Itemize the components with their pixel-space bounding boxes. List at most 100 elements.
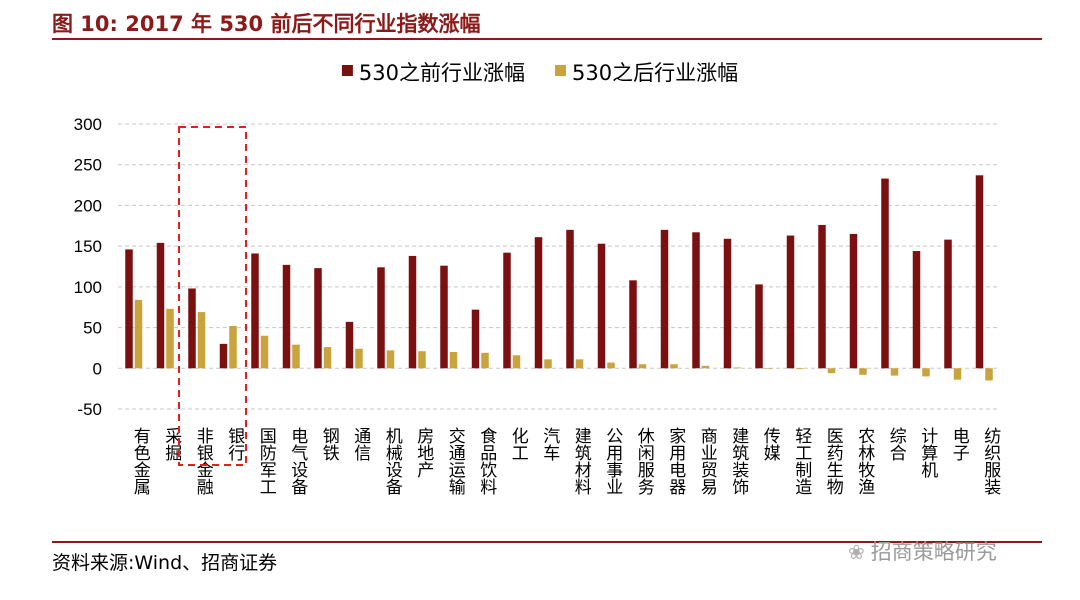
footer-divider (52, 541, 1042, 543)
y-tick-label: 300 (74, 115, 102, 134)
x-category-label: 化工 (508, 427, 529, 461)
bar-before (566, 229, 574, 369)
bar-after (953, 368, 962, 380)
x-category-label: 农林牧渔 (854, 427, 875, 495)
gridlines (118, 123, 1000, 410)
y-tick-label: 150 (74, 237, 102, 256)
bar-before (251, 253, 259, 369)
bar-before (219, 343, 228, 369)
bar-after (481, 352, 489, 369)
bar-after (166, 308, 174, 369)
bar-before (188, 288, 196, 369)
bar-after (922, 368, 930, 377)
bar-after (197, 312, 206, 369)
legend-label: 530之后行业涨幅 (572, 61, 738, 85)
bar-after (985, 368, 993, 381)
bar-before (975, 175, 984, 369)
bar-before (471, 309, 480, 369)
bar-before (881, 178, 889, 369)
bar-after (449, 352, 458, 369)
bar-after (670, 364, 678, 369)
bar-before (660, 229, 669, 369)
x-category-label: 汽车 (539, 427, 560, 461)
bar-before (156, 242, 165, 369)
y-tick-label: 0 (93, 359, 102, 378)
bar-before (692, 232, 700, 369)
x-category-label: 电子 (949, 427, 970, 461)
source-note: 资料来源:Wind、招商证券 (52, 552, 278, 574)
bar-after (260, 335, 269, 369)
bar-chart: 530之前行业涨幅 530之后行业涨幅 -50 0 50 100 150 200 250 300… (74, 61, 1001, 496)
y-tick-label: 200 (74, 196, 102, 215)
x-category-label: 医药生物 (823, 427, 844, 495)
x-category-label: 非银金融 (193, 427, 214, 496)
figure-title: 图 10: 2017 年 530 前后不同行业指数涨幅 (52, 12, 481, 36)
bar-before (723, 238, 732, 369)
x-category-label: 国防军工 (256, 427, 277, 495)
watermark-text: 招商策略研究 (870, 540, 997, 564)
watermark: ❀ 招商策略研究 (848, 536, 997, 566)
bar-after (638, 364, 647, 369)
y-tick-label: 50 (83, 319, 102, 338)
x-category-label: 电气设备 (287, 427, 308, 495)
legend-swatch (341, 65, 353, 76)
bar-before (125, 249, 133, 369)
bar-before (282, 264, 291, 369)
bar-after (796, 368, 804, 370)
bar-before (440, 265, 448, 369)
legend-swatch (555, 65, 566, 76)
y-tick-label: 250 (74, 156, 102, 175)
bar-after (764, 368, 773, 369)
bar-after (890, 368, 899, 376)
bar-before (818, 224, 826, 369)
y-tick-label: 100 (74, 278, 102, 297)
highlight-overlay (178, 126, 247, 466)
x-category-label: 商业贸易 (697, 427, 718, 496)
x-category-label: 计算机 (917, 427, 938, 478)
bar-before (755, 284, 763, 369)
bar-before (912, 251, 921, 369)
x-category-label: 轻工制造 (791, 427, 812, 495)
x-category-label: 建筑装饰 (728, 427, 749, 495)
x-category-label: 房地产 (413, 427, 434, 478)
bar-after (827, 368, 836, 374)
bar-before (597, 243, 606, 369)
bar-after (134, 299, 143, 369)
bar-before (849, 233, 858, 369)
bar-after (544, 359, 552, 369)
x-category-label: 传媒 (760, 427, 781, 461)
bars (125, 175, 993, 381)
bar-after (575, 359, 584, 369)
bar-after (292, 344, 300, 369)
bar-after (607, 362, 615, 369)
bar-after (386, 350, 395, 369)
legend-label: 530之前行业涨幅 (359, 61, 525, 85)
y-tick-label: -50 (77, 400, 102, 419)
bar-before (377, 267, 385, 369)
bar-before (534, 237, 543, 369)
x-category-label: 公用事业 (602, 427, 623, 495)
x-category-label: 食品饮料 (476, 427, 497, 495)
highlight-box (178, 126, 247, 466)
legend: 530之前行业涨幅 530之后行业涨幅 (341, 61, 738, 85)
title-divider (52, 38, 1042, 40)
bar-before (345, 321, 354, 369)
x-category-label: 交通运输 (445, 427, 466, 496)
x-category-label: 采掘 (161, 427, 182, 462)
x-category-label: 纺织服装 (980, 427, 1001, 495)
bar-after (733, 367, 741, 369)
x-category-label: 综合 (886, 427, 907, 461)
bar-after (418, 351, 426, 369)
x-category-label: 家用电器 (665, 427, 686, 495)
x-category-label: 机械设备 (382, 427, 403, 495)
x-category-label: 银行 (224, 427, 245, 462)
x-axis: 有色金属 采掘 非银金融 银行 国防军工 电气设备 钢铁 通信 机械设备 房地产 交通运输 食品饮料化… (130, 427, 1001, 496)
bar-before (944, 239, 952, 369)
bar-after (701, 365, 710, 369)
bar-after (355, 348, 363, 369)
y-axis: -50 0 50 100 150 200 250 300 (74, 115, 102, 419)
bar-before (408, 255, 417, 369)
bar-before (314, 268, 322, 369)
bar-after (859, 368, 867, 375)
bar-after (512, 355, 521, 369)
